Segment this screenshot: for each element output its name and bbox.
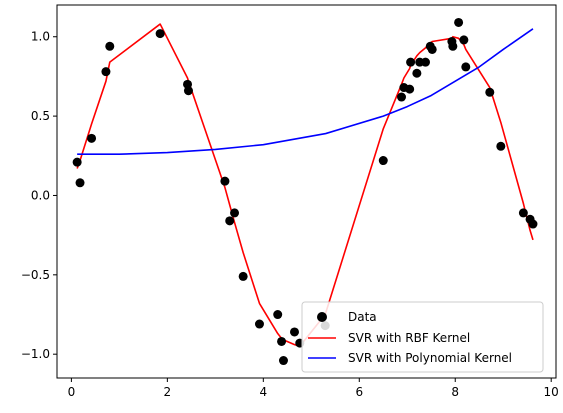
- data-point: [277, 336, 287, 346]
- data-point: [105, 41, 115, 51]
- data-point: [397, 92, 406, 102]
- data-point: [225, 216, 235, 226]
- data-point: [72, 157, 82, 167]
- data-point: [427, 44, 437, 54]
- data-point: [101, 67, 111, 77]
- data-point: [528, 219, 538, 229]
- data-point: [87, 133, 97, 143]
- y-tick-label: −1.0: [21, 347, 50, 361]
- x-tick-label: 2: [164, 385, 172, 399]
- data-point: [290, 327, 299, 337]
- x-tick-label: 6: [355, 385, 363, 399]
- data-point: [412, 68, 422, 78]
- legend-marker-data: [317, 312, 327, 322]
- data-point: [183, 86, 193, 96]
- data-point: [378, 156, 388, 166]
- y-tick-label: −0.5: [21, 268, 50, 282]
- data-point: [518, 208, 528, 218]
- plot-area: [72, 17, 538, 366]
- data-point: [220, 176, 230, 186]
- data-point: [485, 87, 495, 97]
- data-point: [461, 62, 471, 72]
- data-point: [459, 35, 469, 45]
- data-point: [405, 84, 415, 94]
- y-tick-label: 0.0: [31, 188, 50, 202]
- data-point: [406, 57, 416, 67]
- y-axis: −1.0 −0.5 0.0 0.5 1.0: [21, 30, 57, 361]
- x-tick-label: 4: [259, 385, 267, 399]
- data-point: [273, 310, 283, 320]
- x-axis: 0 2 4 6 8 10: [68, 378, 559, 399]
- x-tick-label: 10: [544, 385, 559, 399]
- polynomial-kernel-line: [77, 28, 534, 155]
- y-tick-label: 1.0: [31, 30, 50, 44]
- legend-box: [301, 301, 544, 373]
- data-point: [454, 17, 464, 27]
- data-point: [230, 208, 240, 218]
- data-point: [420, 57, 430, 67]
- legend-label-data: Data: [348, 310, 377, 324]
- legend-label-rbf: SVR with RBF Kernel: [348, 331, 470, 345]
- axes-frame: [56, 4, 557, 379]
- data-point: [155, 29, 165, 39]
- legend-label-polynomial: SVR with Polynomial Kernel: [348, 351, 512, 365]
- data-point: [238, 271, 248, 281]
- data-point: [254, 319, 264, 329]
- data-point: [75, 178, 85, 188]
- data-point: [496, 141, 506, 151]
- y-tick-label: 0.5: [31, 109, 50, 123]
- x-tick-label: 0: [68, 385, 76, 399]
- legend: Data SVR with RBF Kernel SVR with Polyno…: [301, 301, 544, 373]
- data-point: [278, 356, 288, 366]
- data-point: [448, 41, 458, 51]
- x-tick-label: 8: [451, 385, 459, 399]
